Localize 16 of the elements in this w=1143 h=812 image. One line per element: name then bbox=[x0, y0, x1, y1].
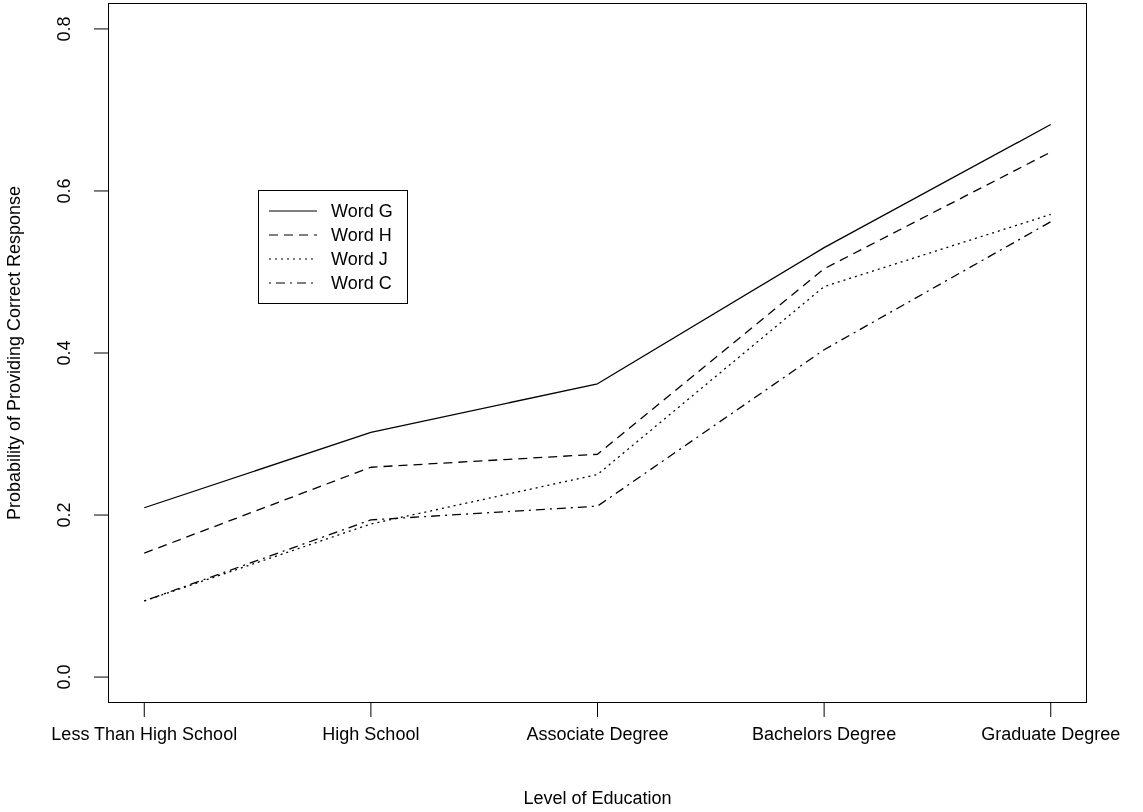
legend-label: Word G bbox=[331, 200, 393, 222]
x-tick-label: Less Than High School bbox=[51, 723, 238, 744]
y-axis-title: Probability of Providing Correct Response bbox=[4, 185, 24, 521]
legend-label: Word J bbox=[331, 248, 388, 270]
x-axis-title: Level of Education bbox=[523, 788, 672, 808]
y-tick-label: 0.6 bbox=[54, 178, 74, 204]
y-tick-label: 0.8 bbox=[54, 16, 74, 42]
legend-label: Word C bbox=[331, 272, 392, 294]
x-tick-label: Graduate Degree bbox=[981, 723, 1121, 744]
x-tick-label: Bachelors Degree bbox=[752, 723, 897, 744]
y-tick-label: 0.0 bbox=[54, 664, 74, 690]
legend-label: Word H bbox=[331, 224, 392, 246]
x-tick-label: Associate Degree bbox=[526, 723, 669, 744]
y-tick-label: 0.4 bbox=[54, 340, 74, 366]
x-tick-label: High School bbox=[322, 723, 420, 744]
y-tick-label: 0.2 bbox=[54, 502, 74, 528]
